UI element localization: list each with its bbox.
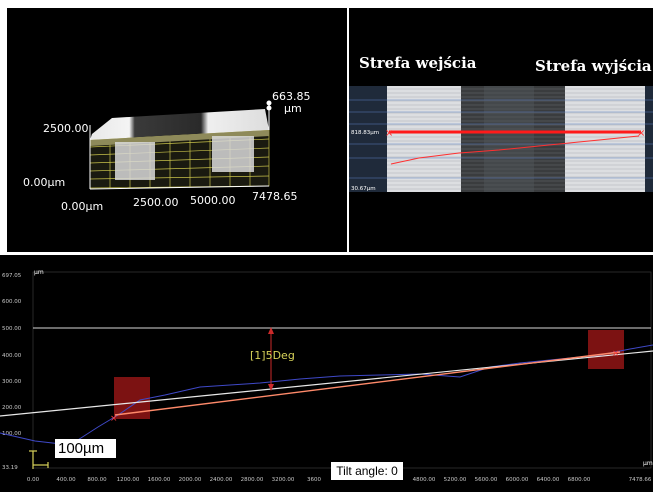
angle-marker-top [268, 327, 274, 334]
y-axis: 697.05 600.00 500.00 400.00 300.00 200.00 100.… [2, 273, 22, 471]
scale-label-box: 100µm [55, 439, 116, 458]
y-tick-label: 100.00 [2, 431, 22, 437]
x-tick-label: 3200.00 [272, 477, 295, 483]
x-tick-label: 4800.00 [413, 477, 436, 483]
x-tick-label: 6800.00 [568, 477, 591, 483]
microscope-image-view[interactable]: × × 818.83µm 30.67µm Strefa wejścia Stre… [349, 8, 653, 252]
y-tick-label: 200.00 [2, 405, 22, 411]
x-axis-label-1: 2500.00 [133, 196, 179, 209]
fit-start-marker[interactable]: × [110, 414, 118, 424]
x-tick-label: 5200.00 [444, 477, 467, 483]
measure-end-marker[interactable]: × [637, 128, 645, 139]
z-unit-label: µm [284, 102, 302, 115]
x-axis-label-3: 7478.65 [252, 190, 298, 203]
y-tick-label: 33.19 [2, 465, 18, 471]
y-axis-label: 2500.00 [43, 122, 89, 135]
marker-top-label: 818.83µm [351, 130, 379, 136]
surface-3d-view[interactable]: 663.85 µm 2500.00 0.00µm 0.00µm 2500.00 … [7, 8, 347, 252]
x-tick-label: 6400.00 [537, 477, 560, 483]
profile-line [0, 344, 653, 446]
x-axis-label-2: 5000.00 [190, 194, 236, 207]
profile-trace [390, 135, 640, 165]
zone-in-region [387, 86, 461, 192]
x-unit-label: µm [643, 460, 653, 467]
microscope-canvas: × × 818.83µm 30.67µm Strefa wejścia Stre… [349, 54, 653, 192]
measure-start-marker[interactable]: × [385, 128, 393, 139]
y-tick-label: 697.05 [2, 273, 22, 279]
x-tick-label: 800.00 [87, 477, 107, 483]
scale-label: 100µm [58, 440, 105, 457]
x-axis: 0.00 400.00 800.00 1200.00 1600.00 2000.00 240… [27, 477, 652, 483]
y-tick-label: 600.00 [2, 299, 22, 305]
zone-in-label: Strefa wejścia [359, 54, 477, 72]
x-tick-label: 6000.00 [506, 477, 529, 483]
x-tick-label: 2400.00 [210, 477, 233, 483]
fit-end-marker[interactable]: × [612, 349, 620, 359]
scale-bar [29, 450, 49, 469]
y-tick-label: 500.00 [2, 326, 22, 332]
tilt-angle-label: Tilt angle: 0 [336, 464, 398, 478]
x-tick-label: 1600.00 [148, 477, 171, 483]
sample-block [90, 109, 269, 180]
x-tick-label: 5600.00 [475, 477, 498, 483]
x-tick-label: 0.00 [27, 477, 40, 483]
axis-3d [89, 100, 272, 190]
x-tick-label: 2800.00 [241, 477, 264, 483]
y-unit-label: µm [34, 269, 44, 276]
x-tick-label: 2000.00 [179, 477, 202, 483]
marker-bottom-label: 30.67µm [351, 186, 376, 192]
plot-frame [32, 271, 652, 469]
y-tick-label: 300.00 [2, 379, 22, 385]
region-box-right[interactable] [588, 330, 624, 369]
x-axis-label-0: 0.00µm [61, 200, 103, 213]
angle-marker-bottom [268, 384, 274, 391]
tilt-angle-box: Tilt angle: 0 [331, 462, 403, 480]
fit-line [114, 351, 621, 416]
x-tick-label: 400.00 [56, 477, 76, 483]
x-tick-label: 3600 [307, 477, 321, 483]
guide-lines [349, 99, 653, 179]
x-tick-label: 7478.66 [629, 477, 652, 483]
surface-3d-canvas: 663.85 µm 2500.00 0.00µm 0.00µm 2500.00 … [23, 90, 311, 213]
origin-y-label: 0.00µm [23, 176, 65, 189]
x-tick-label: 1200.00 [117, 477, 140, 483]
angle-label: [1]5Deg [250, 349, 295, 362]
z-max-label: 663.85 [272, 90, 311, 103]
y-tick-label: 400.00 [2, 353, 22, 359]
zone-out-label: Strefa wyjścia [535, 57, 652, 75]
